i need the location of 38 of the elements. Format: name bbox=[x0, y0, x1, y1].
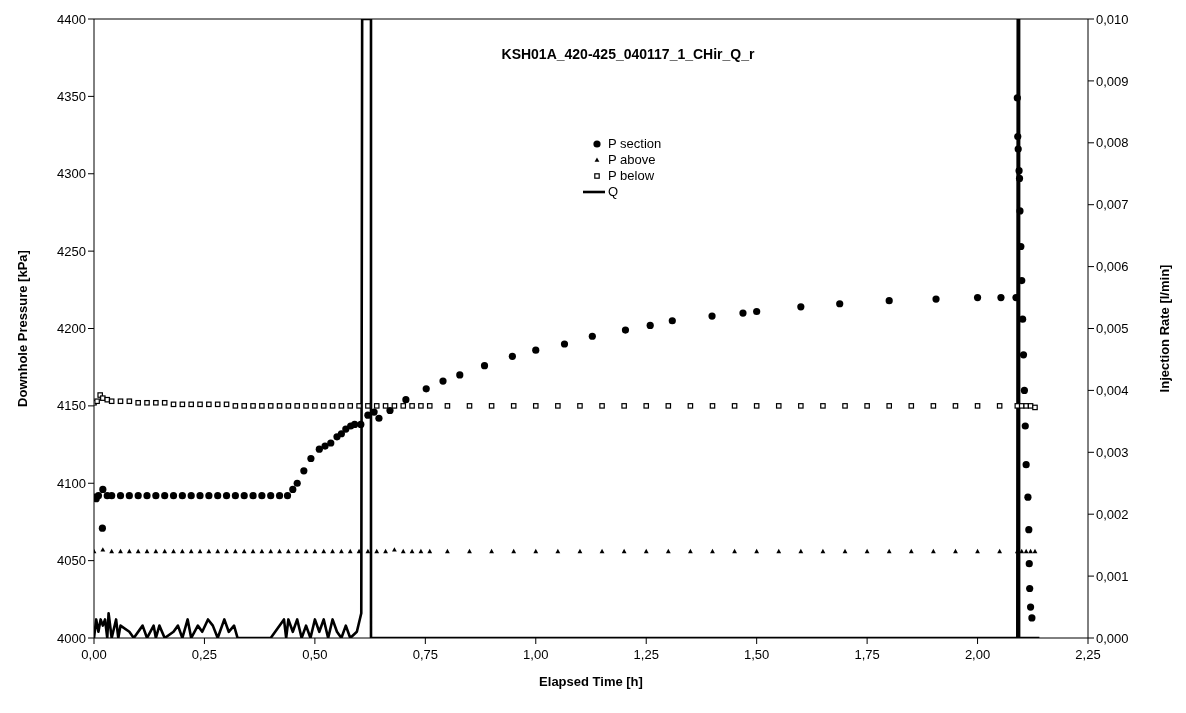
x-tick-label: 1,75 bbox=[854, 647, 880, 663]
y2-tick-label: 0,010 bbox=[1096, 11, 1129, 27]
text: KSH01A_420-425_040117_1_CHir_Q_r bbox=[501, 46, 755, 62]
y-tick-label: 4050 bbox=[57, 553, 86, 569]
x-tick-label: 0,50 bbox=[302, 647, 328, 663]
x-axis-title: Elapsed Time [h] bbox=[539, 674, 643, 689]
y-axis-title: Downhole Pressure [kPa] bbox=[14, 250, 30, 407]
y2-tick-label: 0,005 bbox=[1096, 321, 1129, 337]
y2-tick-label: 0,003 bbox=[1096, 444, 1129, 460]
x-tick-label: 1,00 bbox=[523, 647, 549, 663]
legend-label: P section bbox=[608, 136, 662, 152]
x-tick-label: 2,25 bbox=[1075, 647, 1101, 663]
legend-label: P above bbox=[608, 152, 656, 168]
y-tick-label: 4250 bbox=[57, 243, 86, 259]
y-tick-label: 4200 bbox=[57, 321, 86, 337]
y2-tick-label: 0,009 bbox=[1096, 73, 1129, 89]
legend-label: Q bbox=[608, 184, 619, 200]
y2-tick-label: 0,007 bbox=[1096, 197, 1129, 213]
y-tick-label: 4400 bbox=[57, 11, 86, 27]
x-tick-label: 1,25 bbox=[633, 647, 659, 663]
y-tick-label: 4350 bbox=[57, 88, 86, 104]
x-tick-label: 2,00 bbox=[964, 647, 991, 663]
y2-tick-label: 0,001 bbox=[1096, 568, 1129, 584]
legend-label: P below bbox=[608, 168, 655, 184]
y-tick-label: 4000 bbox=[57, 630, 86, 646]
y-tick-label: 4150 bbox=[57, 398, 86, 414]
x-tick-label: 1,50 bbox=[744, 647, 770, 663]
x-tick-label: 0,75 bbox=[412, 647, 438, 663]
y2-tick-label: 0,006 bbox=[1096, 259, 1129, 275]
y2-tick-label: 0,002 bbox=[1096, 506, 1129, 522]
x-tick-label: 0,25 bbox=[191, 647, 218, 663]
y2-tick-label: 0,004 bbox=[1096, 383, 1129, 399]
y-tick-label: 4300 bbox=[57, 166, 86, 182]
y2-tick-label: 0,008 bbox=[1096, 135, 1129, 151]
y2-tick-label: 0,000 bbox=[1096, 630, 1129, 646]
x-tick-label: 0,00 bbox=[81, 647, 107, 663]
y2-axis-title: Injection Rate [l/min] bbox=[1156, 264, 1172, 393]
y-tick-label: 4100 bbox=[57, 475, 86, 491]
